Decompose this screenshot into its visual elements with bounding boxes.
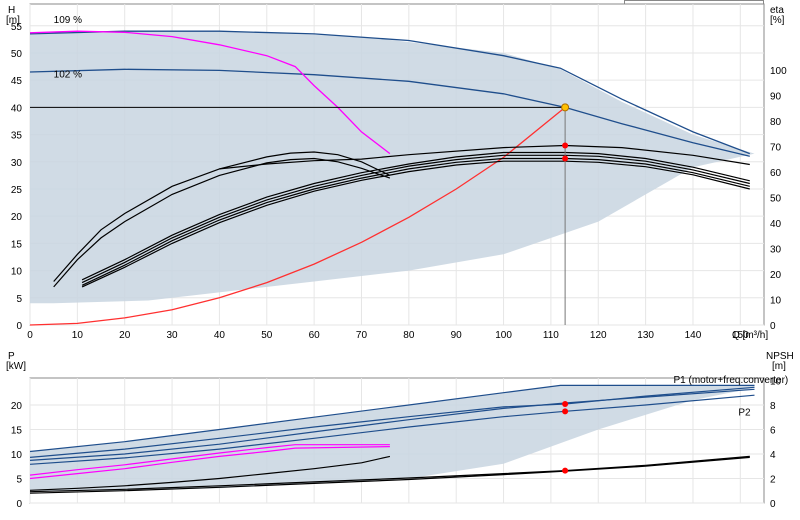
eta-duty-point <box>562 142 569 149</box>
y-tick-label: 20 <box>11 212 23 223</box>
y-tick-label: 40 <box>11 103 23 114</box>
eta-duty-point <box>562 155 569 162</box>
y2-tick-label: 6 <box>770 425 776 436</box>
y2-tick-label: 2 <box>770 474 776 485</box>
x-tick-label: 120 <box>590 330 607 341</box>
p2-label: P2 <box>738 407 751 418</box>
series-line <box>53 151 391 282</box>
y2-axis-unit: [%] <box>770 15 785 26</box>
x-tick-label: 20 <box>119 330 131 341</box>
y2-tick-label: 80 <box>770 117 782 128</box>
y-tick-label: 50 <box>11 49 23 60</box>
y2-tick-label: 0 <box>770 499 776 510</box>
x-tick-label: 90 <box>451 330 463 341</box>
y2-tick-label: 20 <box>770 270 782 281</box>
series-line <box>81 160 750 288</box>
y-tick-label: 0 <box>16 499 22 510</box>
y2-axis-title: eta <box>770 5 784 16</box>
y2-axis-title: NPSH <box>766 351 794 362</box>
series-line <box>29 30 391 155</box>
series-line <box>29 455 391 491</box>
x-tick-label: 150 <box>732 330 749 341</box>
series-line <box>219 144 750 170</box>
y2-tick-label: 50 <box>770 194 782 205</box>
power-range-area <box>30 385 755 491</box>
x-tick-label: 80 <box>403 330 415 341</box>
y-tick-label: 0 <box>16 321 22 332</box>
y-tick-label: 10 <box>11 450 23 461</box>
x-tick-label: 10 <box>72 330 84 341</box>
y2-tick-label: 60 <box>770 168 782 179</box>
power-duty-point <box>562 400 569 407</box>
series-line <box>29 388 755 461</box>
y-tick-label: 30 <box>11 158 23 169</box>
y2-tick-label: 100 <box>770 66 787 77</box>
x-axis-title: Q [m³/h] <box>732 330 768 341</box>
y-axis-unit: [m] <box>6 15 20 26</box>
y-tick-label: 25 <box>11 185 23 196</box>
y-tick-label: 35 <box>11 131 23 142</box>
y2-tick-label: 10 <box>770 376 782 387</box>
y-tick-label: 15 <box>11 239 23 250</box>
y-tick-label: 5 <box>16 294 22 305</box>
x-tick-label: 30 <box>167 330 179 341</box>
curve-label: 102 % <box>54 69 82 80</box>
y2-axis-unit: [m] <box>772 361 786 372</box>
x-tick-label: 130 <box>637 330 654 341</box>
series-line <box>29 455 750 493</box>
y-tick-label: 5 <box>16 474 22 485</box>
y-tick-label: 20 <box>11 401 23 412</box>
x-tick-label: 110 <box>543 330 559 341</box>
series-line <box>81 157 750 286</box>
y2-tick-label: 70 <box>770 143 782 154</box>
x-tick-label: 140 <box>685 330 702 341</box>
series-line <box>29 456 750 494</box>
x-tick-label: 0 <box>27 330 33 341</box>
npsh-duty-point <box>562 467 569 474</box>
curve-label: 109 % <box>54 15 82 26</box>
y-tick-label: 55 <box>11 22 23 33</box>
y2-tick-label: 90 <box>770 92 782 103</box>
series-line <box>29 444 390 476</box>
x-tick-label: 100 <box>495 330 512 341</box>
p1-label: P1 (motor+freq.converter) <box>673 375 788 386</box>
power-duty-point <box>562 408 569 415</box>
series-line <box>81 151 750 281</box>
y-axis-title: H <box>8 5 15 16</box>
duty-point <box>561 103 570 112</box>
series-line <box>81 154 750 284</box>
y2-tick-label: 8 <box>770 401 776 412</box>
series-line <box>29 30 751 155</box>
y-axis-unit: [kW] <box>6 361 26 372</box>
y-tick-label: 45 <box>11 76 23 87</box>
y2-tick-label: 10 <box>770 296 782 307</box>
y2-tick-label: 30 <box>770 245 782 256</box>
y-tick-label: 15 <box>11 425 23 436</box>
x-tick-label: 40 <box>214 330 226 341</box>
series-line <box>29 394 755 465</box>
series-line <box>29 106 566 326</box>
y2-tick-label: 0 <box>770 321 776 332</box>
series-line <box>29 384 755 453</box>
series-line <box>29 446 390 480</box>
y-axis-title: P <box>8 351 15 362</box>
series-line <box>53 157 391 288</box>
y2-tick-label: 4 <box>770 450 776 461</box>
x-tick-label: 50 <box>261 330 273 341</box>
x-tick-label: 60 <box>309 330 321 341</box>
series-line <box>29 68 750 157</box>
y-tick-label: 10 <box>11 267 23 278</box>
y2-tick-label: 40 <box>770 219 782 230</box>
x-tick-label: 70 <box>356 330 368 341</box>
